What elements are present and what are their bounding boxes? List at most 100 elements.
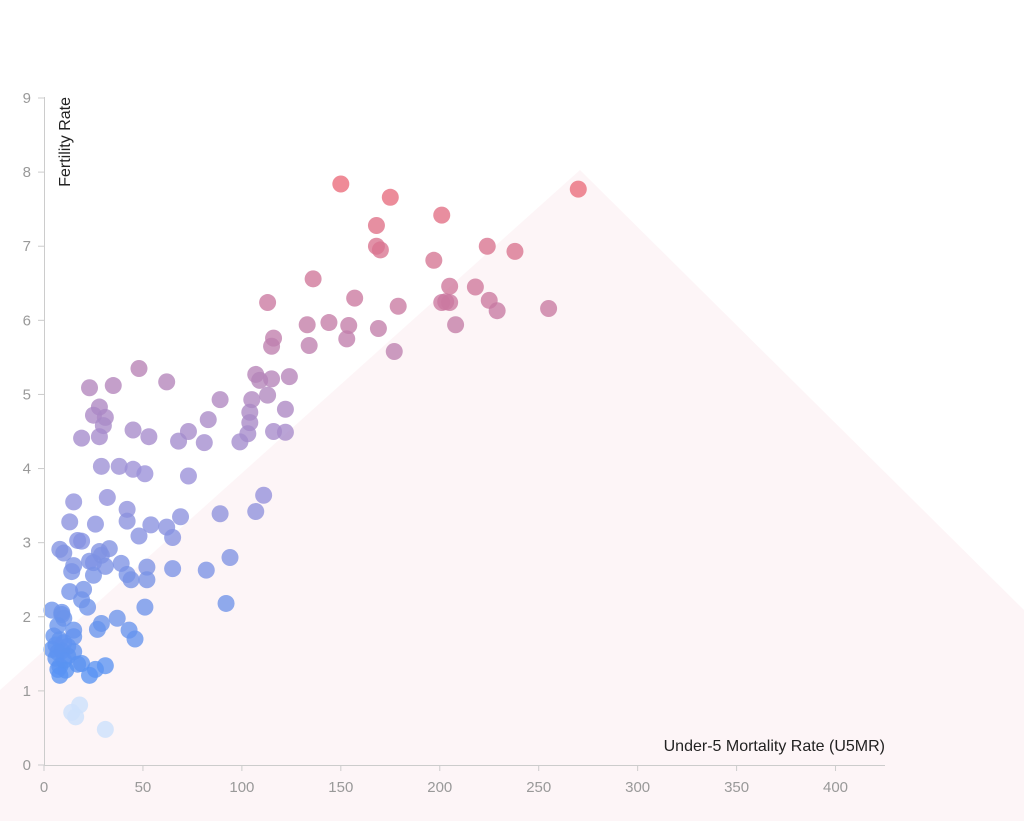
data-point[interactable]	[488, 302, 506, 320]
data-point[interactable]	[90, 428, 108, 446]
data-point[interactable]	[371, 241, 389, 259]
data-point[interactable]	[478, 237, 496, 255]
data-point[interactable]	[130, 527, 148, 545]
data-point[interactable]	[179, 467, 197, 485]
data-point[interactable]	[138, 558, 156, 576]
data-point[interactable]	[381, 188, 399, 206]
data-point[interactable]	[142, 516, 160, 534]
data-point[interactable]	[61, 583, 79, 601]
data-point[interactable]	[108, 609, 126, 627]
data-point[interactable]	[304, 270, 322, 288]
data-point[interactable]	[259, 386, 277, 404]
data-point[interactable]	[81, 666, 99, 684]
data-point[interactable]	[118, 512, 136, 530]
data-point[interactable]	[158, 373, 176, 391]
data-point[interactable]	[211, 391, 229, 409]
y-axis-title: Fertility Rate	[57, 97, 74, 187]
data-point[interactable]	[425, 251, 443, 269]
data-point[interactable]	[118, 500, 136, 518]
data-point[interactable]	[280, 368, 298, 386]
data-point[interactable]	[172, 508, 190, 526]
data-point[interactable]	[433, 206, 451, 224]
data-point[interactable]	[441, 294, 459, 312]
data-point[interactable]	[63, 563, 81, 581]
data-point[interactable]	[136, 465, 154, 483]
data-point[interactable]	[126, 630, 144, 648]
points-layer	[43, 175, 587, 738]
data-point[interactable]	[332, 175, 350, 193]
data-point[interactable]	[243, 391, 261, 409]
data-point[interactable]	[164, 560, 182, 578]
data-point[interactable]	[367, 216, 385, 234]
data-point[interactable]	[231, 433, 249, 451]
data-point[interactable]	[506, 242, 524, 260]
data-point[interactable]	[340, 317, 358, 335]
data-point[interactable]	[79, 598, 97, 616]
data-point[interactable]	[170, 432, 188, 450]
data-point[interactable]	[247, 503, 265, 521]
data-point[interactable]	[195, 434, 213, 452]
y-tick-label: 4	[23, 461, 31, 478]
data-point[interactable]	[263, 370, 281, 388]
y-tick-label: 6	[23, 312, 31, 329]
data-point[interactable]	[110, 457, 128, 475]
x-tick-label: 100	[229, 779, 254, 796]
data-point[interactable]	[88, 620, 106, 638]
data-point[interactable]	[104, 377, 122, 395]
x-tick-label: 300	[625, 779, 650, 796]
data-point[interactable]	[211, 505, 229, 523]
data-point[interactable]	[122, 571, 140, 589]
x-tick-label: 400	[823, 779, 848, 796]
background-shape	[0, 170, 1024, 821]
data-point[interactable]	[81, 379, 99, 397]
data-point[interactable]	[73, 429, 91, 447]
data-point[interactable]	[259, 294, 277, 312]
y-tick-label: 2	[23, 609, 31, 626]
data-point[interactable]	[73, 532, 91, 550]
y-tick-label: 7	[23, 238, 31, 255]
data-point[interactable]	[263, 337, 281, 355]
data-point[interactable]	[346, 289, 364, 307]
data-point[interactable]	[441, 277, 459, 295]
data-point[interactable]	[84, 566, 102, 584]
data-point[interactable]	[61, 513, 79, 531]
data-point[interactable]	[140, 428, 158, 446]
data-point[interactable]	[199, 411, 217, 429]
data-point[interactable]	[447, 316, 465, 334]
data-point[interactable]	[136, 598, 154, 616]
data-point[interactable]	[217, 594, 235, 612]
y-tick-label: 5	[23, 386, 31, 403]
data-point[interactable]	[300, 337, 318, 355]
y-tick-label: 0	[23, 757, 31, 774]
data-point[interactable]	[164, 528, 182, 546]
data-point[interactable]	[138, 571, 156, 589]
y-tick-label: 8	[23, 164, 31, 181]
data-point[interactable]	[221, 548, 239, 566]
data-point[interactable]	[338, 330, 356, 348]
data-point[interactable]	[540, 299, 558, 317]
data-point[interactable]	[298, 316, 316, 334]
axes: 0 50 100 150 200 250 300 350 400 0 1 2 3 4 5 6 7 8 9 Unde…	[23, 90, 885, 796]
data-point[interactable]	[65, 493, 83, 511]
data-point[interactable]	[320, 314, 338, 332]
data-point[interactable]	[86, 515, 104, 533]
x-tick-label: 250	[526, 779, 551, 796]
data-point[interactable]	[51, 666, 69, 684]
data-point[interactable]	[255, 486, 273, 504]
data-point[interactable]	[369, 319, 387, 337]
data-point[interactable]	[98, 488, 116, 506]
data-point[interactable]	[466, 278, 484, 296]
data-point[interactable]	[276, 400, 294, 418]
data-point[interactable]	[96, 557, 114, 575]
data-point[interactable]	[124, 421, 142, 439]
data-point[interactable]	[385, 342, 403, 360]
data-point[interactable]	[197, 561, 215, 579]
data-point[interactable]	[276, 423, 294, 441]
data-point[interactable]	[55, 544, 73, 562]
data-point[interactable]	[96, 720, 114, 738]
data-point[interactable]	[130, 360, 148, 378]
data-point[interactable]	[92, 457, 110, 475]
data-point[interactable]	[67, 708, 85, 726]
data-point[interactable]	[389, 297, 407, 315]
data-point[interactable]	[569, 180, 587, 198]
